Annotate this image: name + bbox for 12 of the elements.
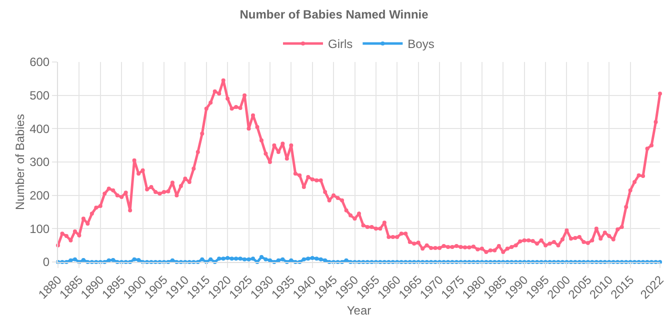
x-axis-title: Year [346,304,372,318]
legend-label: Girls [328,37,353,52]
y-tick-label: 500 [30,88,50,103]
y-tick-label: 0 [42,255,50,270]
y-tick-label: 400 [30,122,50,136]
chart-title: Number of Babies Named Winnie [240,7,429,22]
y-tick-label: 200 [30,188,50,203]
y-axis-title: Number of Babies [13,114,27,210]
y-tick-label: 100 [30,222,50,236]
legend-label: Boys [408,37,434,52]
y-tick-label: 600 [30,55,50,70]
y-tick-label: 300 [30,155,50,170]
